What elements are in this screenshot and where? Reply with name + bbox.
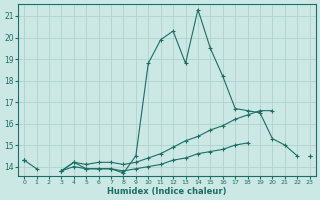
X-axis label: Humidex (Indice chaleur): Humidex (Indice chaleur) (107, 187, 227, 196)
